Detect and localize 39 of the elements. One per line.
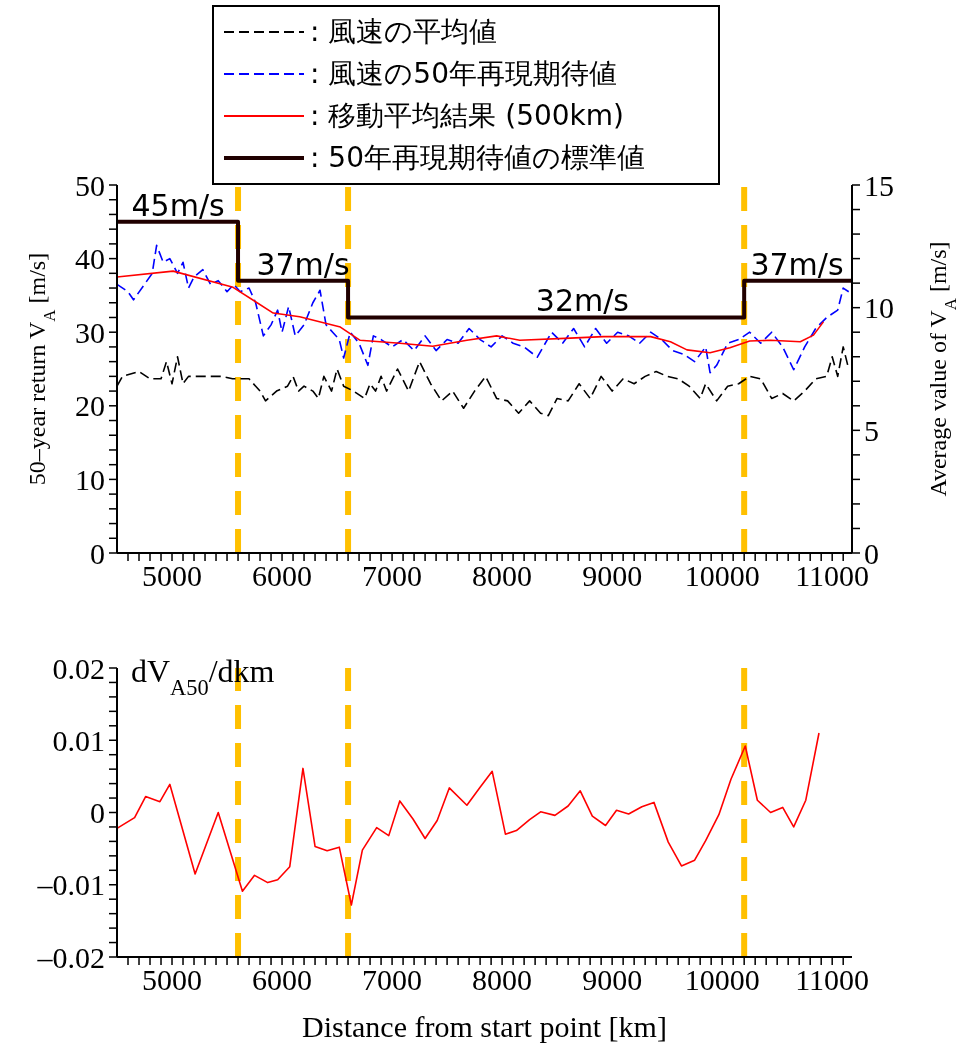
y-tick-label: –0.02 [36, 940, 105, 974]
x-tick-label: 8000 [472, 963, 533, 997]
annotation: 45m/s [131, 187, 225, 223]
y2-tick-label: 15 [864, 168, 894, 202]
y-tick-label: 40 [75, 242, 105, 276]
line-series [117, 244, 850, 374]
y-axis-title: dV$_{A50}$/dkm [131, 653, 275, 700]
y-tick-label: 30 [75, 315, 105, 349]
y-tick-label: 0 [90, 796, 105, 829]
x-tick-label: 7000 [362, 559, 423, 593]
annotation: 37m/s [750, 246, 844, 282]
x-tick-label: 10000 [684, 559, 760, 593]
annotation: 37m/s [256, 246, 350, 282]
x-axis-title: Distance from start point [km] [302, 1010, 667, 1043]
y-tick-label: –0.01 [36, 868, 105, 902]
legend-label: : 移動平均結果 (500km) [310, 98, 625, 134]
x-tick-label: 9000 [582, 963, 643, 997]
x-tick-label: 5000 [142, 559, 203, 593]
y-tick-label: 0.02 [52, 651, 105, 685]
line-series [117, 732, 820, 906]
y2-tick-label: 10 [864, 291, 894, 325]
y-tick-label: 0 [90, 536, 105, 570]
x-tick-label: 6000 [252, 963, 313, 997]
legend-label: : 50年再現期待値の標準値 [310, 140, 645, 176]
x-tick-label: 7000 [362, 963, 423, 997]
y-tick-label: 10 [75, 462, 105, 496]
legend-label: : 風速の平均値 [310, 14, 498, 50]
x-tick-label: 8000 [472, 559, 533, 593]
x-tick-label: 6000 [252, 559, 313, 593]
y-tick-label: 20 [75, 389, 105, 423]
x-tick-label: 5000 [142, 963, 203, 997]
x-tick-label: 9000 [582, 559, 643, 593]
x-tick-label: 11000 [795, 963, 870, 997]
x-tick-label: 10000 [684, 963, 760, 997]
annotation: 32m/s [535, 283, 629, 319]
y2-tick-label: 5 [864, 413, 879, 447]
legend-label: : 風速の50年再現期待値 [310, 56, 617, 92]
y-tick-label: 50 [75, 168, 105, 202]
y-tick-label: 0.01 [52, 723, 105, 757]
